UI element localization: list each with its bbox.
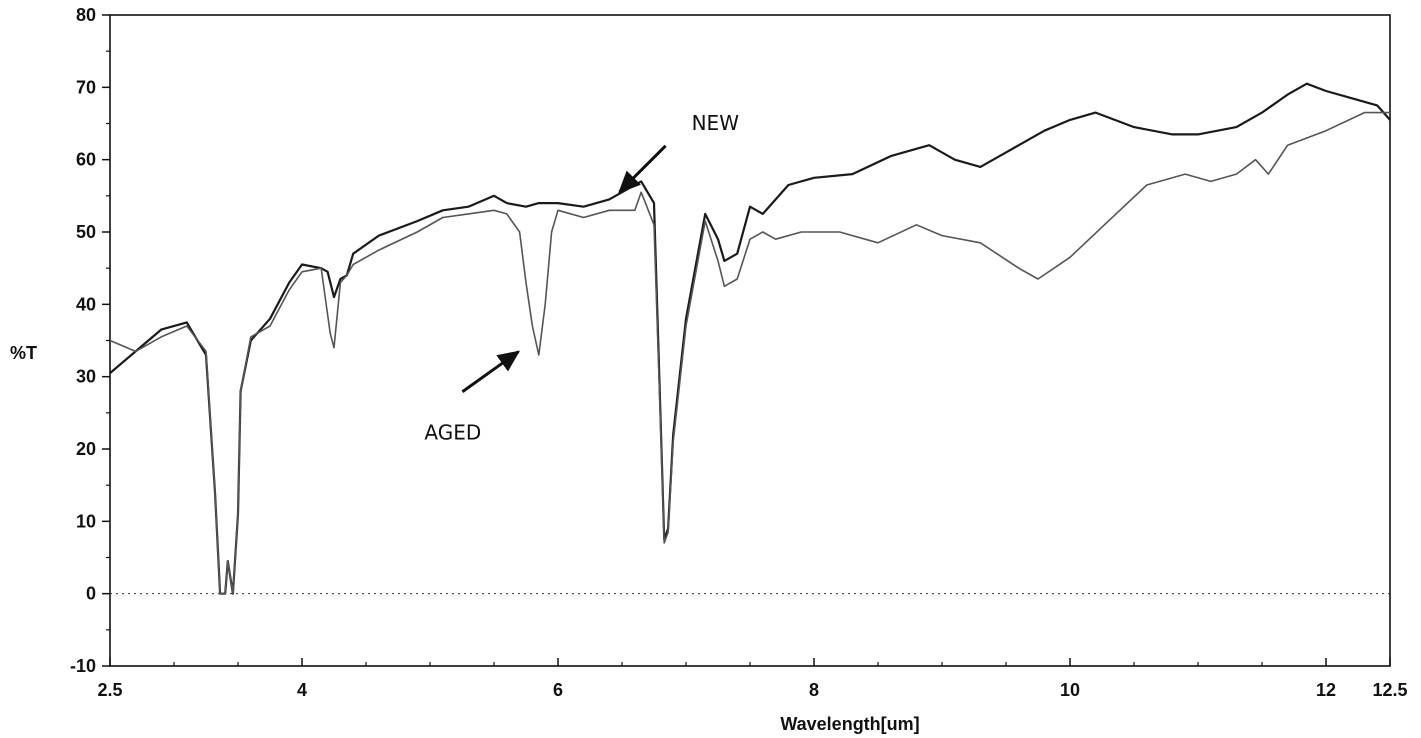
aged-annotation-label: AGED <box>424 421 481 445</box>
y-tick-label: 50 <box>76 222 96 242</box>
x-axis-title: Wavelength[um] <box>780 714 919 734</box>
y-tick-label: -10 <box>70 656 96 676</box>
plot-frame <box>109 14 1391 667</box>
x-tick-label: 10 <box>1060 680 1080 700</box>
y-axis: -10 0 10 20 30 40 50 60 70 80 <box>70 5 110 676</box>
aged-arrow <box>461 350 521 393</box>
x-tick-label: 2.5 <box>97 680 122 700</box>
x-axis: 2.5 4 6 8 10 12 12.5 <box>97 658 1408 700</box>
y-tick-label: 30 <box>76 367 96 387</box>
y-tick-label: 60 <box>76 150 96 170</box>
y-tick-label: 20 <box>76 439 96 459</box>
series-line-aged <box>109 111 1390 595</box>
series-group <box>109 82 1391 595</box>
y-tick-label: 80 <box>76 5 96 25</box>
y-tick-label: 70 <box>76 77 96 97</box>
new-annotation-label: NEW <box>692 111 740 135</box>
x-tick-label: 8 <box>809 680 819 700</box>
plot-frame-group <box>109 14 1391 667</box>
x-tick-label: 4 <box>297 680 307 700</box>
x-tick-label: 6 <box>553 680 563 700</box>
y-tick-label: 10 <box>76 511 96 531</box>
x-tick-label: 12.5 <box>1372 680 1407 700</box>
x-tick-label: 12 <box>1316 680 1336 700</box>
y-tick-label: 0 <box>86 584 96 604</box>
series-line-new <box>109 82 1391 595</box>
y-axis-title: %T <box>10 343 37 363</box>
y-tick-label: 40 <box>76 294 96 314</box>
annotations: NEW AGED <box>424 111 739 445</box>
new-arrow <box>618 144 667 194</box>
